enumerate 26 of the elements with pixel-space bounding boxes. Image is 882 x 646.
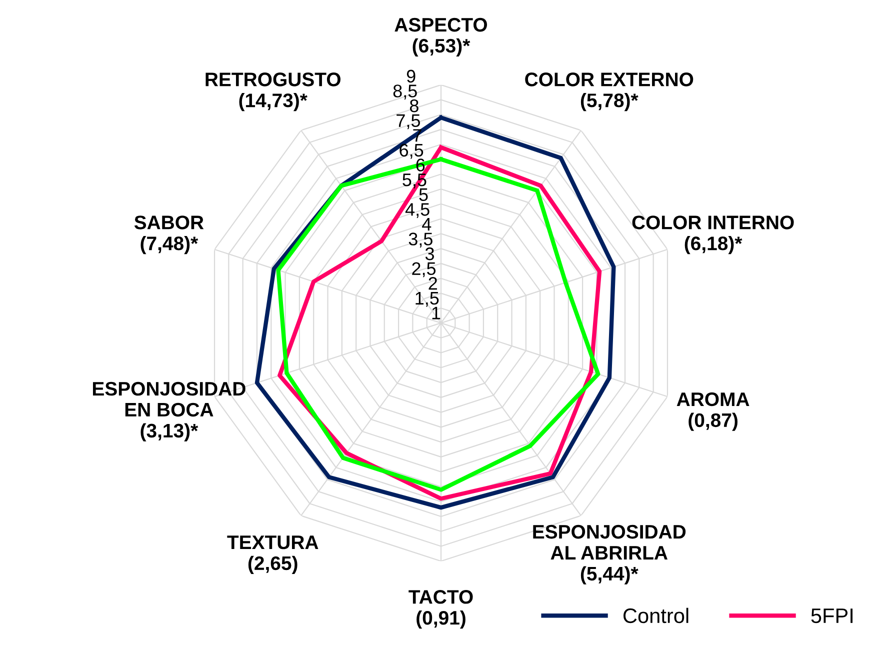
spoke-label: COLOR INTERNO (6,18)*	[632, 216, 794, 254]
y-tick-label: 8,5	[393, 84, 417, 100]
spoke-label: TACTO (0,91)	[408, 590, 473, 629]
y-tick-label: 6,5	[400, 144, 424, 159]
spoke-label: TEXTURA (2,65)	[227, 536, 318, 574]
y-tick-label: 3	[425, 247, 434, 260]
y-tick-label: 8	[410, 99, 418, 112]
y-tick-label: 5	[419, 188, 428, 202]
spoke-label: RETROGUSTO (14,73)*	[206, 72, 340, 112]
legend-label: 5FPI	[811, 608, 853, 624]
y-tick-label: 1,5	[416, 292, 439, 307]
y-tick-label: 3,5	[408, 232, 432, 248]
y-tick-label: 4	[422, 218, 432, 230]
spoke-label: SABOR (7,48)*	[134, 216, 204, 254]
y-tick-label: 2,5	[412, 262, 436, 278]
y-tick-label: 2	[428, 277, 437, 290]
spoke-label: ASPECTO (6,53)*	[394, 18, 488, 56]
y-tick-label: 1	[432, 306, 440, 320]
y-tick-label: 9	[406, 70, 416, 83]
y-tick-label: 4,5	[405, 203, 430, 218]
y-tick-label: 7,5	[396, 114, 420, 130]
legend-label: Control	[624, 608, 688, 624]
spoke-label: ESPONJOSIDAD EN BOCA (3,13)*	[92, 382, 246, 442]
spoke-label: AROMA (0,87)	[676, 392, 750, 431]
spoke-label: ESPONJOSIDAD AL ABRIRLA (5,44)*	[533, 524, 686, 584]
spoke-label: COLOR EXTERNO (5,78)*	[525, 72, 694, 112]
